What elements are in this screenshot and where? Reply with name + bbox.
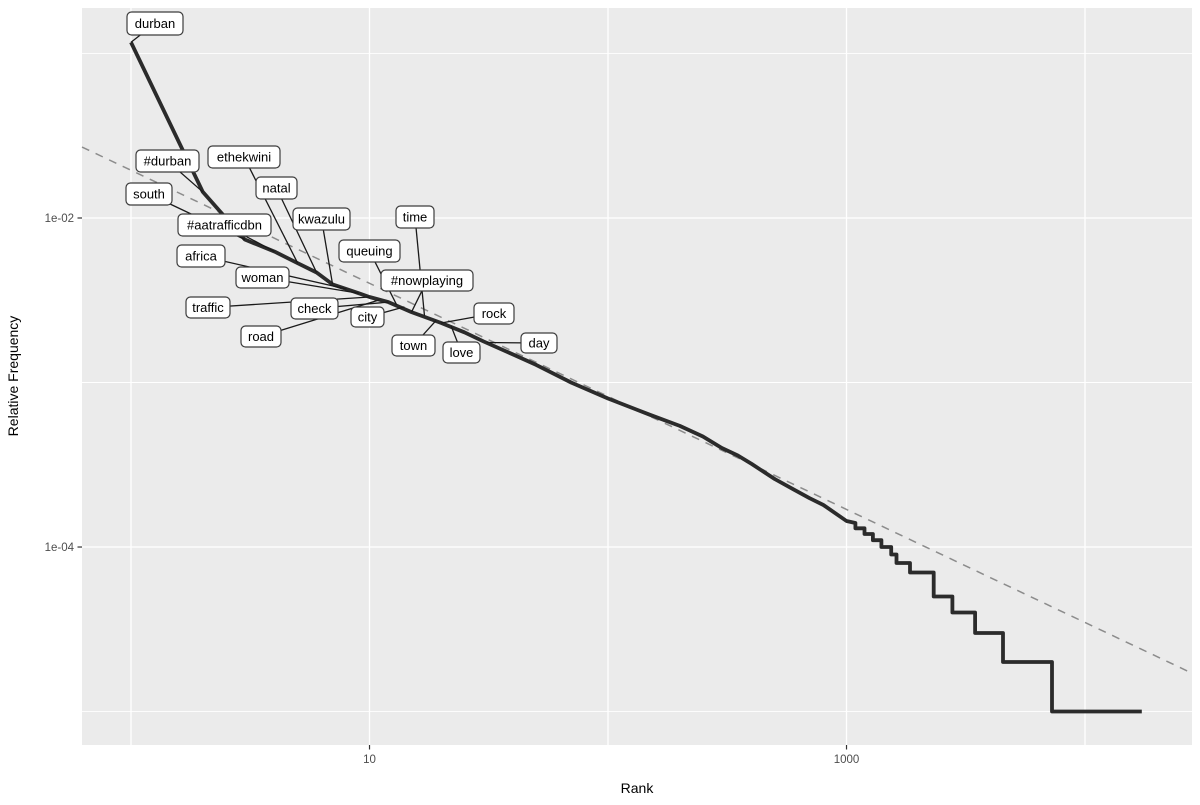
- y-tick-label: 1e-02: [45, 213, 74, 225]
- word-label-rock: rock: [474, 303, 514, 324]
- word-label-traffic: traffic: [186, 297, 230, 318]
- word-label-ethekwini: ethekwini: [208, 146, 280, 168]
- y-axis-title: Relative Frequency: [5, 316, 21, 437]
- word-label-text: rock: [482, 306, 507, 321]
- word-label-text: #nowplaying: [391, 273, 463, 288]
- x-axis-title: Rank: [621, 780, 655, 796]
- word-label-text: kwazulu: [298, 212, 345, 227]
- word-label-south: south: [126, 183, 172, 205]
- word-label-time: time: [396, 206, 434, 228]
- word-label-text: ethekwini: [217, 150, 271, 165]
- word-label-text: #durban: [144, 154, 192, 169]
- word-label-town: town: [392, 335, 435, 356]
- word-label-day: day: [521, 333, 557, 353]
- word-label-text: africa: [185, 249, 218, 264]
- word-label-queuing: queuing: [339, 240, 400, 262]
- word-label-durban: #durban: [136, 150, 199, 172]
- x-tick-label: 1000: [834, 754, 860, 766]
- word-label-text: time: [403, 210, 428, 225]
- word-label-city: city: [351, 307, 384, 327]
- word-label-woman: woman: [236, 267, 289, 288]
- word-label-check: check: [291, 298, 338, 319]
- word-label-love: love: [443, 342, 480, 363]
- x-tick-label: 10: [363, 754, 376, 766]
- word-label-aatrafficdbn: #aatrafficdbn: [178, 214, 271, 236]
- word-label-text: love: [450, 345, 474, 360]
- word-label-nowplaying: #nowplaying: [381, 270, 473, 291]
- word-label-text: traffic: [192, 300, 224, 315]
- word-label-text: town: [400, 338, 427, 353]
- word-label-natal: natal: [256, 177, 297, 199]
- word-label-road: road: [241, 326, 281, 347]
- word-label-text: road: [248, 329, 274, 344]
- word-label-text: #aatrafficdbn: [187, 218, 262, 233]
- word-label-text: day: [529, 336, 550, 351]
- word-label-durban: durban: [127, 12, 183, 35]
- word-label-text: woman: [241, 270, 284, 285]
- word-label-text: check: [298, 301, 332, 316]
- word-label-text: queuing: [346, 244, 392, 259]
- y-tick-label: 1e-04: [45, 542, 75, 554]
- panel-background: [82, 8, 1192, 745]
- word-label-text: city: [358, 310, 378, 325]
- word-label-kwazulu: kwazulu: [293, 208, 350, 230]
- word-label-text: south: [133, 187, 165, 202]
- word-label-text: natal: [262, 181, 290, 196]
- word-label-africa: africa: [177, 245, 225, 267]
- word-label-text: durban: [135, 16, 175, 31]
